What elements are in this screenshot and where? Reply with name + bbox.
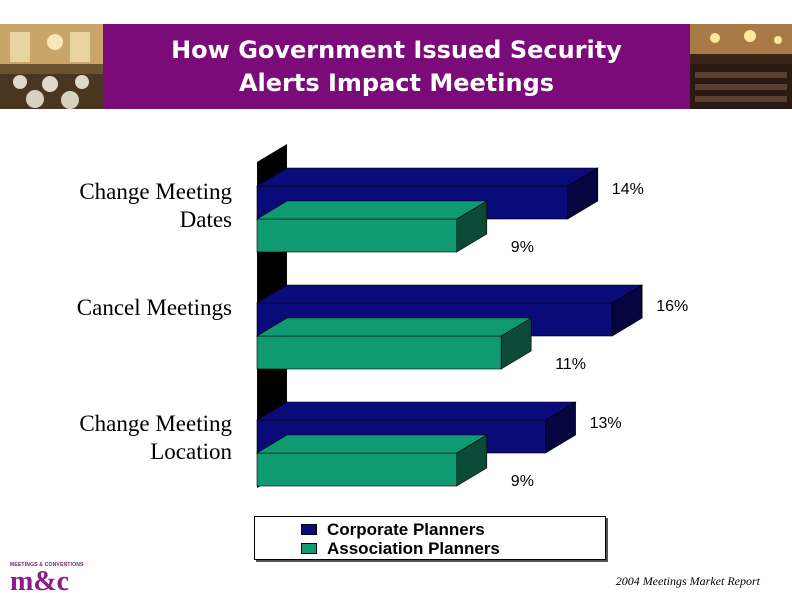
- report-name: 2004 Meetings Market Report: [615, 574, 760, 588]
- legend-label: Corporate Planners: [327, 520, 485, 539]
- bar-top-face: [255, 284, 644, 304]
- category-label: Change Meeting Dates: [79, 179, 232, 232]
- bar-side-face: [567, 167, 599, 220]
- legend-item-association: Association Planners: [301, 539, 500, 558]
- bar-side-face: [545, 401, 576, 454]
- title-bar: How Government Issued Security Alerts Im…: [103, 24, 690, 109]
- mc-logo: MEETINGS & CONVENTIONS m&c: [10, 562, 90, 598]
- bar-top-face: [255, 200, 488, 220]
- data-label: 16%: [656, 298, 688, 315]
- data-label: 14%: [612, 181, 644, 198]
- legend-swatch-corporate: [301, 524, 317, 535]
- bar-side-face: [611, 284, 643, 337]
- bar-association: [256, 452, 458, 487]
- bar-association: [256, 335, 502, 370]
- bar-side-face: [456, 200, 488, 253]
- bar-side-face: [500, 317, 532, 370]
- legend-label: Association Planners: [327, 539, 500, 558]
- data-label: 13%: [590, 415, 622, 432]
- category-label: Cancel Meetings: [76, 295, 232, 320]
- bar-association: [256, 218, 458, 253]
- legend-swatch-association: [301, 543, 317, 554]
- category-label: Change Meeting Location: [79, 411, 232, 464]
- data-label: 9%: [511, 239, 534, 256]
- legend-item-corporate: Corporate Planners: [301, 520, 485, 539]
- ballroom-photo-left: [0, 24, 103, 109]
- ballroom-photo-right: [690, 24, 792, 109]
- data-label: 9%: [511, 473, 534, 490]
- bar-top-face: [255, 167, 599, 187]
- bar-top-face: [255, 401, 577, 421]
- chart-title: How Government Issued Security Alerts Im…: [171, 35, 622, 97]
- bar-top-face: [255, 434, 488, 454]
- logo-caption: MEETINGS & CONVENTIONS: [10, 562, 84, 568]
- bar-side-face: [456, 434, 488, 487]
- data-label: 11%: [555, 356, 586, 373]
- bar-top-face: [255, 317, 533, 337]
- logo-wordmark: m&c: [10, 566, 70, 597]
- chart-legend: Corporate Planners Association Planners: [254, 516, 606, 560]
